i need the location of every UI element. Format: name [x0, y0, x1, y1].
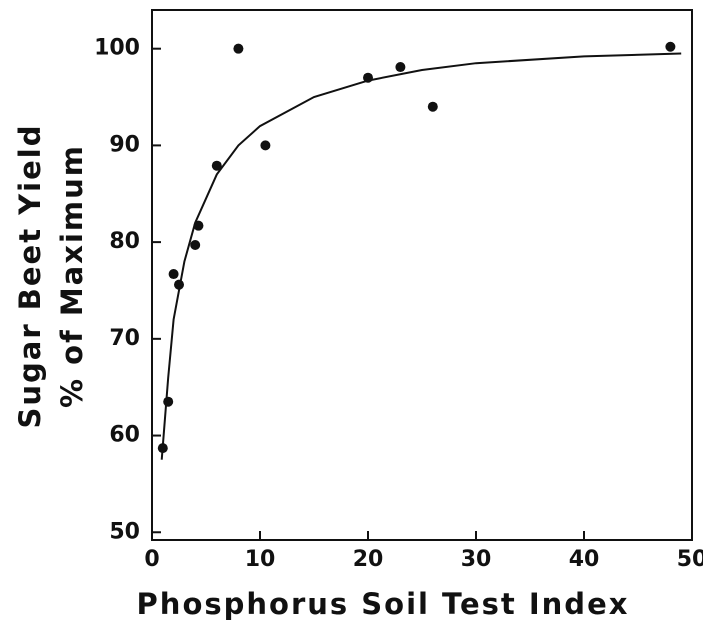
y-axis-label: Sugar Beet Yield	[13, 124, 47, 429]
data-point	[665, 41, 676, 52]
x-tick-label: 40	[569, 547, 600, 572]
data-point	[190, 240, 201, 251]
y-axis-label: % of Maximum	[55, 144, 89, 408]
y-tick-label: 90	[109, 132, 140, 157]
data-point	[260, 140, 271, 151]
data-point	[211, 160, 222, 171]
x-tick-label: 50	[677, 547, 703, 572]
data-point	[168, 269, 179, 280]
y-tick-label: 50	[109, 519, 140, 544]
data-point	[174, 279, 184, 290]
x-tick-label: 20	[353, 547, 384, 572]
data-point	[193, 220, 204, 231]
x-tick-label: 30	[461, 547, 492, 572]
y-tick-label: 100	[94, 36, 140, 61]
x-tick-label: 0	[144, 547, 159, 572]
data-point	[163, 396, 174, 407]
plot-frame	[151, 9, 693, 541]
data-point	[427, 101, 438, 112]
y-tick-label: 80	[109, 229, 140, 254]
y-tick-label: 60	[109, 423, 140, 448]
fit-curve	[160, 52, 682, 460]
x-tick-label: 10	[245, 547, 276, 572]
data-point	[233, 43, 244, 54]
x-axis-label: Phosphorus Soil Test Index	[137, 587, 630, 621]
data-point	[157, 443, 168, 454]
y-tick-label: 70	[109, 326, 140, 351]
data-point	[395, 62, 406, 73]
data-point	[363, 72, 373, 83]
